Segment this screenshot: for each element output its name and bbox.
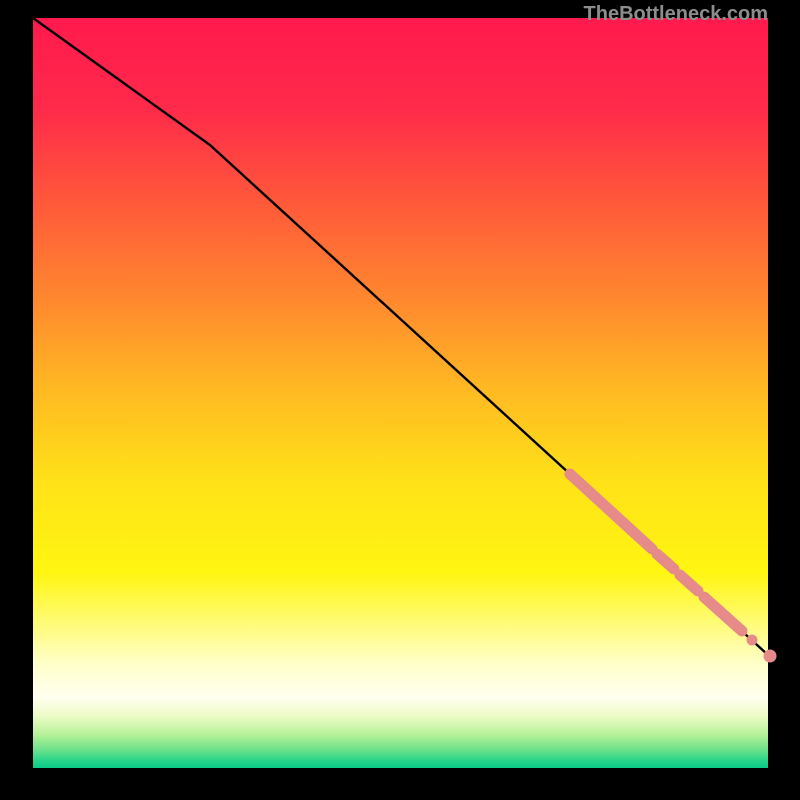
chart-canvas: TheBottleneck.com: [0, 0, 800, 800]
watermark-text: TheBottleneck.com: [584, 3, 768, 26]
gradient-background-panel: [33, 18, 768, 768]
